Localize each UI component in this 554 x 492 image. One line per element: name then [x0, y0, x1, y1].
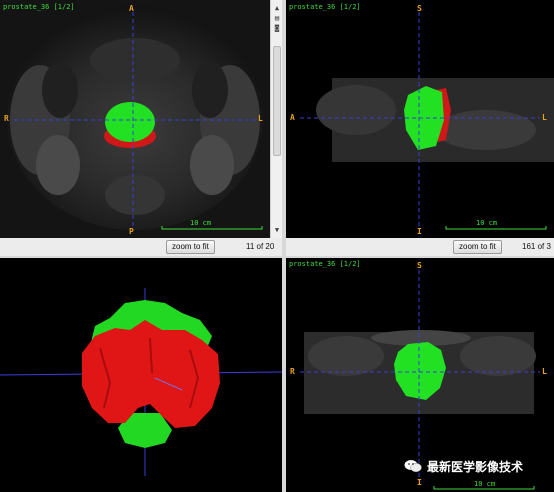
scale-label: 10 cm	[190, 219, 212, 227]
render-3d-image	[0, 258, 282, 492]
pages-icon[interactable]: ▤	[274, 14, 280, 22]
sagittal-green-segment	[404, 86, 444, 150]
sagittal-image	[286, 0, 554, 238]
scale-bar	[445, 226, 547, 230]
coronal-image	[286, 258, 554, 492]
watermark: 最新医学影像技术	[404, 456, 523, 476]
orient-left: R	[4, 114, 9, 123]
coronal-view[interactable]: prostate_36 [1/2] S I R L 10 cm	[286, 258, 554, 492]
orient-top: A	[129, 4, 134, 13]
slice-counter: 161 of 3	[522, 242, 551, 251]
orient-bottom: P	[129, 227, 134, 236]
orient-right: L	[542, 367, 547, 376]
view-label: prostate_36 [1/2]	[289, 3, 361, 11]
render-3d-view[interactable]	[0, 258, 282, 492]
axial-image	[0, 0, 270, 238]
camera-icon[interactable]: ◙	[274, 24, 280, 32]
zoom-to-fit-button[interactable]: zoom to fit	[453, 240, 502, 254]
slice-counter: 11 of 20	[246, 242, 275, 251]
orient-bottom: I	[417, 478, 422, 487]
axial-green-segment	[105, 102, 155, 142]
orient-left: R	[290, 367, 295, 376]
scale-label: 10 cm	[474, 480, 496, 488]
orient-top: S	[417, 4, 422, 13]
row-divider[interactable]	[0, 256, 554, 258]
wechat-icon	[404, 460, 422, 473]
coronal-green-segment	[394, 342, 446, 400]
render-green-bottom	[118, 413, 172, 448]
orient-right: L	[258, 114, 263, 123]
scrollbar-thumb[interactable]	[273, 46, 281, 156]
watermark-text: 最新医学影像技术	[427, 459, 524, 474]
axis-line-depth	[154, 377, 183, 391]
orient-top: S	[417, 261, 422, 270]
axial-toolbar: zoom to fit 11 of 20	[0, 238, 282, 256]
orient-right: L	[542, 113, 547, 122]
pane-divider[interactable]	[282, 0, 286, 492]
orient-left: A	[290, 113, 295, 122]
sagittal-view[interactable]: prostate_36 [1/2] S I A L 10 cm	[286, 0, 554, 238]
scale-label: 10 cm	[476, 219, 498, 227]
orient-bottom: I	[417, 227, 422, 236]
arrow-up-icon[interactable]: ▲	[274, 4, 280, 12]
render-shading	[99, 337, 200, 409]
arrow-down-icon[interactable]: ▼	[274, 226, 280, 234]
scale-bar	[161, 226, 263, 230]
zoom-to-fit-button[interactable]: zoom to fit	[166, 240, 215, 254]
render-red-body	[82, 320, 220, 428]
view-label: prostate_36 [1/2]	[289, 260, 361, 268]
axial-scrollbar[interactable]: ▲ ▤ ◙ ▼	[270, 0, 282, 238]
scale-bar	[433, 486, 535, 490]
sagittal-toolbar: zoom to fit 161 of 3	[286, 238, 554, 256]
view-label: prostate_36 [1/2]	[3, 3, 75, 11]
axial-view[interactable]: prostate_36 [1/2] A P R L 10 cm	[0, 0, 270, 238]
